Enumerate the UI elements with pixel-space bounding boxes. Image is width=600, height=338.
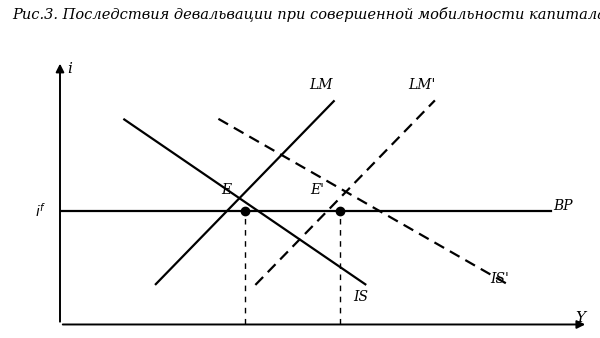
Text: IS: IS <box>353 290 368 304</box>
Text: LM: LM <box>310 78 333 93</box>
Text: E': E' <box>310 183 324 197</box>
Text: Y: Y <box>575 311 585 325</box>
Text: Рис.3. Последствия девальвации при совершенной мобильности капитала.: Рис.3. Последствия девальвации при совер… <box>12 7 600 22</box>
Text: BP: BP <box>554 199 574 213</box>
Text: LM': LM' <box>408 78 436 93</box>
Text: $i^f$: $i^f$ <box>35 202 47 220</box>
Text: E: E <box>221 183 232 197</box>
Text: IS': IS' <box>490 272 509 286</box>
Text: i: i <box>67 62 72 76</box>
